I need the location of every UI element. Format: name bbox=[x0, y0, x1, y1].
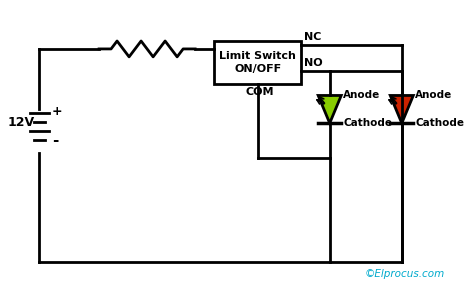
Text: Limit Switch: Limit Switch bbox=[219, 51, 296, 61]
Text: NC: NC bbox=[304, 32, 321, 42]
Text: COM: COM bbox=[245, 87, 274, 96]
Text: -: - bbox=[52, 132, 58, 147]
Polygon shape bbox=[390, 96, 413, 123]
Text: Anode: Anode bbox=[415, 90, 453, 101]
Text: 12V: 12V bbox=[8, 116, 35, 129]
Text: NO: NO bbox=[304, 58, 322, 68]
Text: +: + bbox=[52, 105, 63, 118]
Polygon shape bbox=[318, 96, 341, 123]
Text: Cathode: Cathode bbox=[415, 118, 464, 128]
Text: ©Elprocus.com: ©Elprocus.com bbox=[365, 269, 445, 279]
Text: Anode: Anode bbox=[343, 90, 381, 101]
Bar bbox=[214, 41, 301, 84]
Text: ON/OFF: ON/OFF bbox=[234, 64, 281, 74]
Text: Cathode: Cathode bbox=[343, 118, 392, 128]
